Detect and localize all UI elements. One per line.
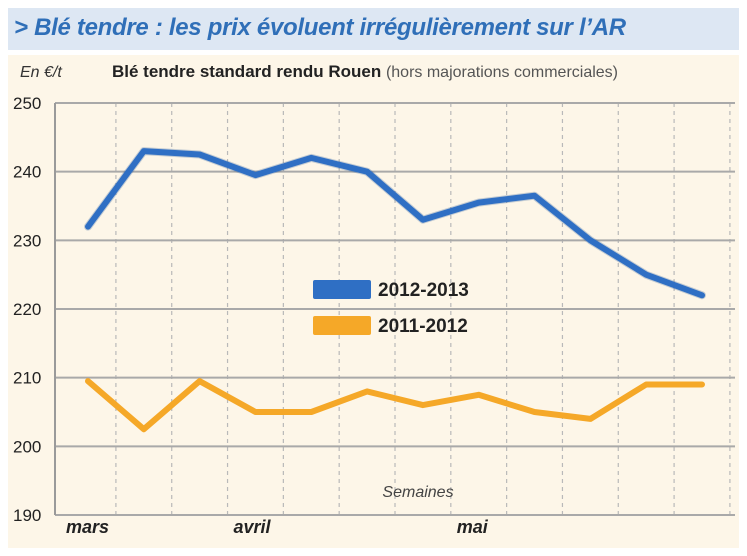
chart-subtitle: (hors majorations commerciales)	[385, 64, 618, 81]
chart-title-main: Blé tendre standard rendu Rouen	[112, 62, 382, 81]
legend-swatch-2012-2013	[313, 280, 371, 299]
y-tick-label: 250	[13, 94, 41, 113]
legend-swatch-2011-2012	[313, 316, 371, 335]
x-axis-title: Semaines	[382, 484, 453, 501]
header-band	[8, 8, 739, 50]
header-title: > Blé tendre : les prix évoluent irrégul…	[14, 14, 626, 41]
y-axis-unit-label: En €/t	[20, 64, 62, 81]
y-tick-label: 190	[13, 506, 41, 525]
x-month-label: mai	[457, 517, 489, 537]
x-month-label: avril	[233, 517, 271, 537]
y-tick-label: 220	[13, 300, 41, 319]
y-tick-label: 200	[13, 437, 41, 456]
y-tick-label: 210	[13, 369, 41, 388]
y-tick-label: 230	[13, 231, 41, 250]
chart-title: Blé tendre standard rendu Rouen (hors ma…	[112, 62, 618, 82]
series-line-2012-2013	[85, 148, 705, 299]
series-line-2011-2012	[85, 378, 705, 433]
x-month-label: mars	[66, 517, 109, 537]
legend-label-2011-2012: 2011-2012	[378, 316, 468, 337]
y-tick-label: 240	[13, 163, 41, 182]
legend-label-2012-2013: 2012-2013	[378, 280, 469, 301]
